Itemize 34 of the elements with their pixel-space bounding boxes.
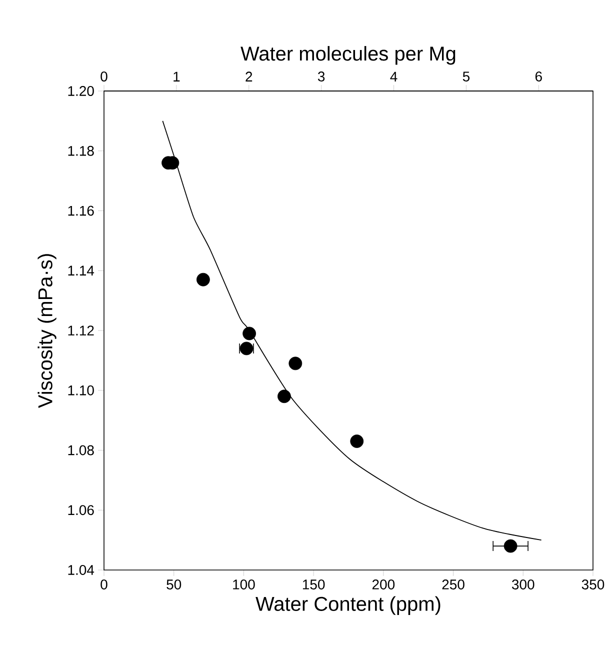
y-tick-label: 1.12 (68, 326, 94, 336)
point (242, 326, 256, 340)
line-series (162, 120, 542, 541)
y-tick-label: 1.14 (68, 266, 94, 276)
x2-tick-label: 3 (318, 72, 325, 82)
x2-tick-label: 4 (390, 72, 398, 82)
x2-tick-label: 2 (246, 72, 252, 82)
x-tick-label: 350 (582, 580, 604, 590)
y-axis-title: Viscosity (mPa·s) (38, 254, 56, 408)
x2-tick-label: 0 (100, 72, 108, 82)
x-tick-label: 150 (302, 580, 325, 590)
x-tick-label: 250 (442, 580, 464, 590)
y-tick-label: 1.08 (68, 445, 94, 456)
y-tick-label: 1.04 (68, 565, 94, 575)
y-tick-label: 1.10 (68, 385, 94, 396)
point (196, 272, 210, 286)
x-tick-label: 50 (166, 580, 182, 590)
x2-tick-label: 1 (174, 72, 180, 82)
point (288, 356, 302, 370)
x-tick-label: 300 (512, 580, 534, 590)
y-tick-label: 1.20 (68, 86, 94, 96)
x-tick-label: 100 (233, 580, 255, 590)
x-axis-title: Water Content (ppm) (256, 596, 440, 615)
point (278, 390, 291, 404)
y-tick-label: 1.16 (68, 206, 94, 216)
x-tick-label: 0 (100, 580, 108, 590)
y-tick-label: 1.18 (68, 146, 94, 156)
x2-tick-label: 5 (462, 72, 470, 82)
point (350, 434, 364, 448)
point (504, 539, 518, 553)
x2-axis-title: Water molecules per Mg (240, 46, 456, 65)
y-tick-label: 1.06 (68, 505, 94, 516)
x-tick-label: 200 (372, 580, 395, 590)
x2-tick-label: 6 (535, 72, 542, 82)
